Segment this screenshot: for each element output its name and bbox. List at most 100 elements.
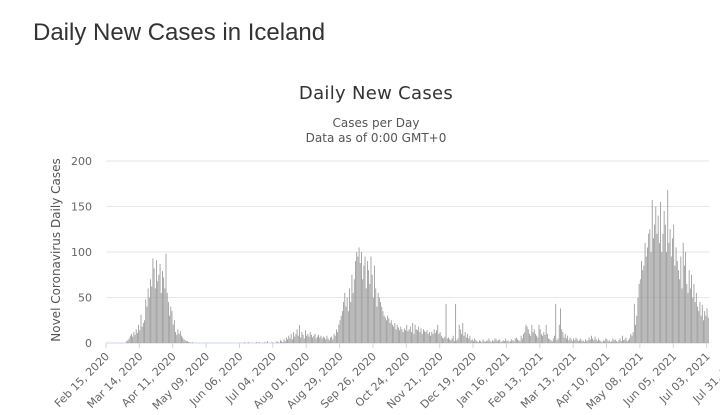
- bar: [515, 337, 517, 343]
- bar: [380, 302, 381, 343]
- bar: [627, 340, 629, 343]
- bar: [544, 334, 546, 343]
- bar: [507, 340, 509, 343]
- bar: [141, 326, 143, 343]
- bar: [674, 265, 676, 343]
- bar: [247, 342, 249, 343]
- bar: [618, 340, 620, 343]
- bar: [146, 306, 148, 343]
- bar: [314, 333, 316, 343]
- bar: [675, 247, 677, 343]
- bar: [614, 339, 616, 343]
- bar: [599, 340, 601, 343]
- bar: [300, 337, 302, 343]
- bar: [363, 265, 365, 343]
- bar: [490, 342, 492, 343]
- bar: [344, 292, 346, 343]
- bar: [529, 333, 530, 343]
- bar: [366, 261, 368, 343]
- bar: [403, 328, 405, 343]
- bar: [310, 334, 312, 343]
- bar: [409, 326, 411, 343]
- bar: [468, 338, 470, 343]
- bar: [558, 324, 560, 343]
- bar: [332, 339, 334, 343]
- bar: [340, 315, 342, 343]
- bar: [135, 329, 137, 343]
- bar: [159, 263, 161, 343]
- bar: [165, 253, 167, 343]
- bar: [613, 340, 615, 343]
- bar: [419, 332, 421, 343]
- bar: [598, 338, 600, 343]
- bar: [152, 258, 154, 343]
- bar: [685, 252, 687, 343]
- bar: [440, 335, 442, 343]
- bar: [328, 340, 330, 343]
- bar: [602, 340, 604, 343]
- y-tick-label: 0: [85, 337, 92, 350]
- y-axis-label: Novel Coronavirus Daily Cases: [49, 158, 63, 341]
- bar: [452, 335, 454, 343]
- bar: [296, 329, 298, 343]
- bar: [182, 337, 184, 343]
- bar: [521, 338, 523, 343]
- bar: [692, 297, 694, 343]
- bars: [126, 190, 709, 343]
- bar: [127, 340, 129, 343]
- y-tick-label: 100: [71, 246, 92, 259]
- bar: [557, 338, 559, 343]
- bar: [601, 342, 603, 343]
- chart-subtitle-line-1: Cases per Day: [332, 116, 420, 130]
- bar: [471, 339, 473, 343]
- bar: [320, 335, 322, 343]
- bar: [148, 297, 150, 343]
- bar: [338, 324, 340, 343]
- bar: [567, 335, 569, 343]
- bar: [625, 337, 627, 343]
- bar: [422, 329, 424, 343]
- bar: [411, 332, 412, 343]
- bar: [279, 340, 281, 343]
- bar: [386, 320, 387, 343]
- bar: [439, 332, 441, 343]
- bar: [443, 338, 445, 343]
- bar: [433, 329, 435, 343]
- bar: [365, 288, 367, 343]
- bar: [371, 274, 373, 343]
- bar: [600, 341, 602, 343]
- bar: [660, 201, 661, 343]
- bar: [295, 333, 297, 343]
- bar: [647, 247, 648, 343]
- bar: [434, 332, 436, 343]
- bar: [701, 304, 703, 343]
- bar: [488, 338, 490, 343]
- bar: [463, 335, 465, 343]
- bar: [350, 302, 352, 343]
- bar: [657, 215, 659, 343]
- bar: [384, 317, 386, 343]
- bar: [442, 337, 443, 343]
- bar: [303, 338, 305, 343]
- bar: [183, 339, 185, 343]
- bar: [705, 315, 707, 343]
- bar: [579, 340, 580, 343]
- bar: [175, 332, 176, 343]
- bar: [408, 329, 410, 343]
- bar: [315, 338, 317, 343]
- page-title: Daily New Cases in Iceland: [33, 19, 326, 46]
- bar: [459, 329, 461, 343]
- bar: [150, 279, 151, 343]
- bar: [593, 340, 595, 343]
- bar: [563, 337, 565, 343]
- bar: [542, 335, 544, 343]
- bar: [382, 311, 384, 343]
- bar: [359, 262, 361, 343]
- bar: [431, 332, 433, 343]
- bar: [629, 338, 631, 343]
- bar: [479, 340, 480, 343]
- bar: [173, 320, 175, 343]
- bar: [412, 322, 414, 343]
- bar: [426, 330, 428, 343]
- bar: [140, 314, 142, 343]
